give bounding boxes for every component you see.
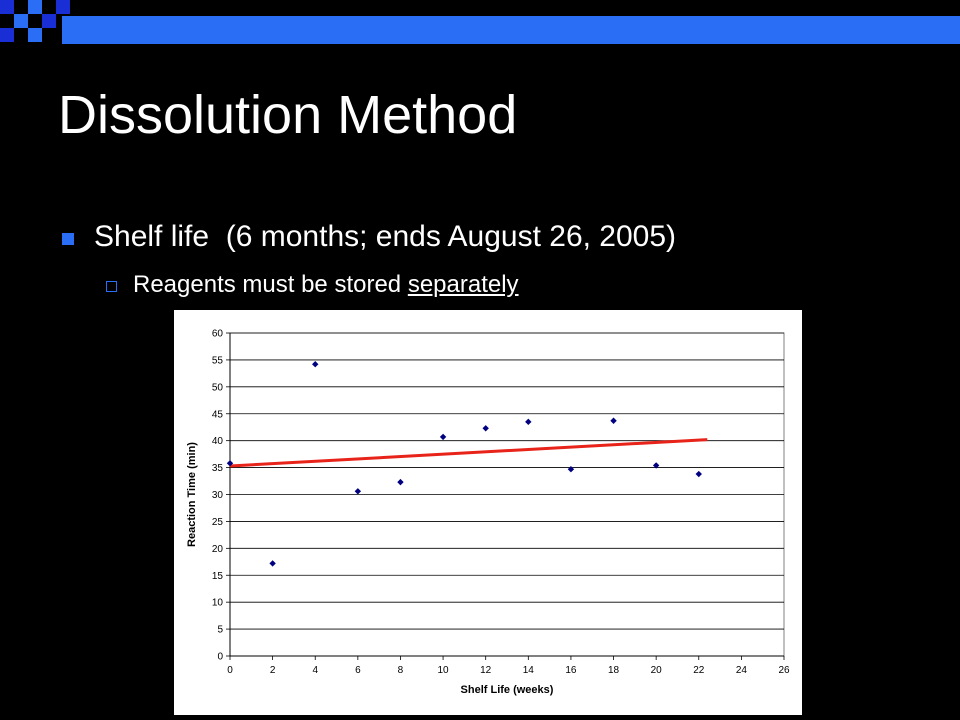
y-tick-label: 20 [212,544,224,555]
x-tick-label: 20 [651,665,663,676]
y-tick-label: 5 [217,625,223,636]
x-tick-label: 2 [270,665,276,676]
y-tick-label: 10 [212,598,224,609]
y-tick-label: 60 [212,329,224,340]
top-decorative-bar [0,0,960,44]
bullet-text: Shelf life (6 months; ends August 26, 20… [94,220,677,253]
x-tick-label: 8 [398,665,404,676]
x-tick-label: 14 [523,665,535,676]
hollow-square-bullet-icon [106,281,117,292]
data-point [397,478,404,486]
y-tick-label: 55 [212,355,224,366]
data-point [439,433,447,441]
y-tick-label: 45 [212,409,224,420]
data-point [482,425,489,432]
data-point [610,417,617,424]
x-tick-label: 6 [355,665,361,676]
bullet-item: Shelf life (6 months; ends August 26, 20… [62,220,676,254]
data-point [354,488,362,495]
x-tick-label: 22 [693,665,705,676]
x-tick-label: 26 [778,665,790,676]
sub-bullet-emphasis: separately [407,271,519,298]
x-tick-label: 24 [736,665,748,676]
x-tick-label: 4 [312,665,318,676]
y-tick-label: 50 [212,382,224,393]
slide-title: Dissolution Method [58,85,518,145]
y-tick-label: 25 [212,517,224,528]
data-point [695,470,702,478]
y-tick-label: 30 [212,490,224,501]
trendline [229,438,708,468]
x-tick-label: 12 [480,665,492,676]
y-tick-label: 0 [217,652,223,663]
x-tick-label: 0 [227,665,233,676]
square-bullet-icon [62,233,74,245]
y-tick-label: 35 [212,463,224,474]
sub-bullet-item: Reagents must be stored separately [106,271,519,299]
y-tick-label: 15 [212,571,224,582]
data-point [312,361,319,368]
y-tick-label: 40 [212,436,224,447]
x-tick-label: 18 [608,665,620,676]
sub-bullet-text: Reagents must be stored [133,271,408,298]
y-axis-title: Reaction Time (min) [186,442,198,547]
data-point [269,560,276,567]
scatter-chart: 0 5 10 15 20 25 30 35 40 45 50 55 60 0 2 4 6 8 10 12 14 16 18 2… [174,310,802,715]
x-axis-title: Shelf Life (weeks) [461,684,554,696]
x-tick-label: 16 [565,665,577,676]
x-tick-label: 10 [438,665,450,676]
